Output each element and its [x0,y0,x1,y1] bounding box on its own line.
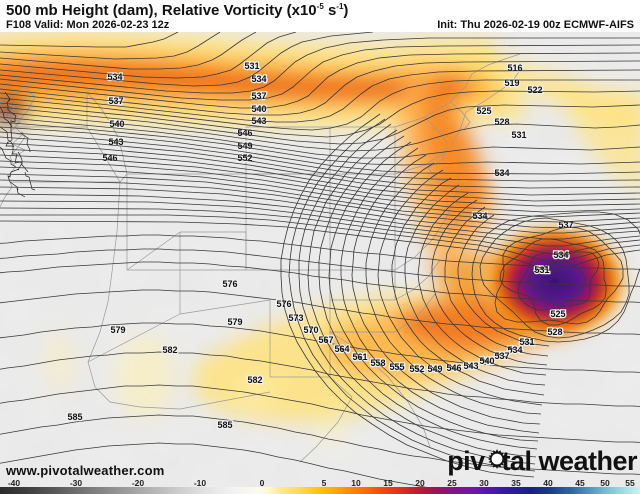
svg-text:576: 576 [222,279,237,289]
svg-text:525: 525 [550,309,565,319]
svg-text:540: 540 [251,104,266,114]
svg-text:585: 585 [67,412,82,422]
svg-text:582: 582 [162,345,177,355]
svg-text:531: 531 [511,130,526,140]
svg-text:528: 528 [547,327,562,337]
svg-text:519: 519 [504,78,519,88]
svg-text:525: 525 [476,106,491,116]
svg-text:585: 585 [217,420,232,430]
svg-text:534: 534 [494,168,509,178]
svg-text:534: 534 [472,211,487,221]
svg-text:528: 528 [494,117,509,127]
svg-text:552: 552 [237,153,252,163]
svg-text:579: 579 [110,325,125,335]
svg-text:579: 579 [227,317,242,327]
svg-text:531: 531 [244,61,259,71]
svg-text:582: 582 [247,375,262,385]
svg-text:522: 522 [527,85,542,95]
svg-text:534: 534 [251,74,266,84]
svg-text:516: 516 [507,63,522,73]
